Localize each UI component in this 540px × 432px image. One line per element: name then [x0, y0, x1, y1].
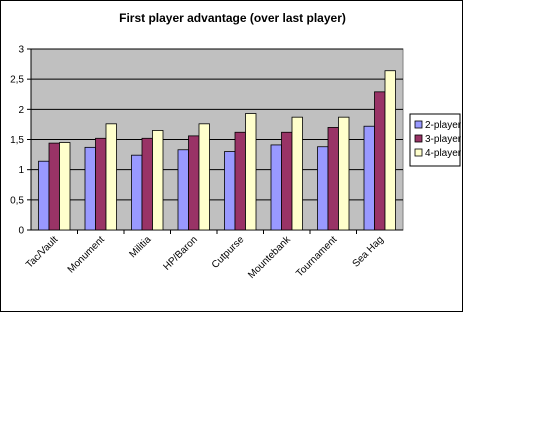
y-tick-label: 1 [18, 165, 24, 176]
x-tick-label: Cutpurse [210, 234, 247, 271]
bar-2-player-HP/Baron [177, 149, 189, 231]
y-tick-label: 0,5 [10, 195, 24, 206]
legend-swatch [414, 148, 423, 157]
y-tick-label: 2,5 [10, 75, 24, 86]
x-tick-label: Tac/Vault [24, 234, 60, 270]
bar-2-player-Monument [84, 146, 96, 231]
x-tick-label: Mountebank [246, 234, 293, 281]
y-tick-label: 0 [18, 226, 24, 237]
legend-label: 3-player [425, 134, 462, 145]
bar-4-player-Tournament [338, 116, 350, 231]
bar-4-player-Militia [152, 130, 164, 231]
x-tick-label: HP/Baron [161, 234, 199, 272]
bar-3-player-Mountebank [281, 131, 293, 231]
x-tick-label: Tournament [294, 234, 339, 279]
bar-4-player-HP/Baron [198, 123, 210, 231]
bar-2-player-Mountebank [270, 144, 282, 231]
bar-4-player-Cutpurse [245, 113, 257, 231]
legend-swatch [414, 120, 423, 129]
bar-2-player-Cutpurse [224, 151, 236, 231]
y-tick-label: 3 [18, 45, 24, 56]
bar-2-player-Militia [131, 154, 143, 231]
bar-4-player-Tac/Vault [59, 142, 71, 231]
bar-3-player-Tournament [327, 127, 339, 231]
bar-4-player-Mountebank [291, 116, 303, 231]
bar-2-player-Tac/Vault [38, 160, 50, 231]
legend-label: 4-player [425, 148, 462, 159]
bar-4-player-Monument [105, 123, 117, 231]
chart-title: First player advantage (over last player… [119, 11, 346, 25]
bar-3-player-HP/Baron [188, 135, 200, 231]
bar-2-player-Tournament [317, 146, 329, 231]
bar-3-player-Sea Hag [374, 91, 386, 231]
x-tick-label: Monument [66, 234, 107, 275]
bar-3-player-Militia [141, 137, 153, 231]
bar-3-player-Tac/Vault [48, 142, 60, 231]
bar-2-player-Sea Hag [363, 125, 375, 231]
bar-4-player-Sea Hag [384, 70, 396, 231]
legend-swatch [414, 134, 423, 143]
bar-3-player-Cutpurse [234, 131, 246, 231]
y-tick-label: 1,5 [10, 135, 24, 146]
bar-3-player-Monument [95, 137, 107, 231]
x-tick-label: Militia [128, 234, 154, 260]
legend-label: 2-player [425, 120, 462, 131]
x-tick-label: Sea Hag [351, 234, 386, 269]
y-tick-label: 2 [18, 105, 24, 116]
